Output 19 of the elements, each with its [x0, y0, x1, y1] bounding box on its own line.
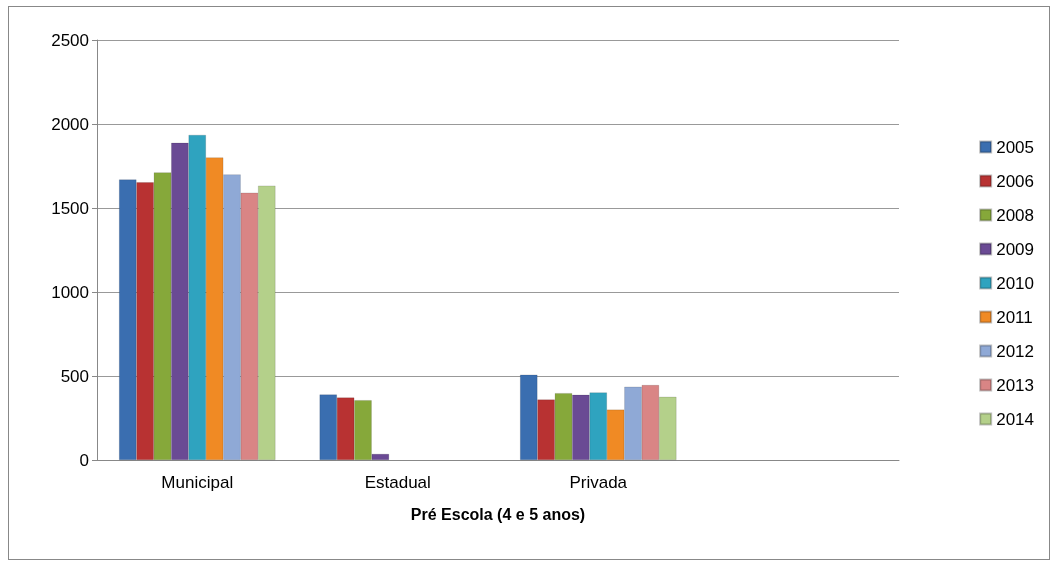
x-tick-label: Estadual	[364, 473, 431, 492]
legend-label: 2010	[996, 273, 1035, 293]
y-tick-label: 2500	[51, 30, 89, 50]
y-tick-label: 2000	[51, 114, 89, 134]
y-tick-label: 500	[60, 366, 89, 386]
legend-label: 2013	[996, 375, 1035, 395]
x-tick-label: Municipal	[161, 473, 234, 492]
legend-label: 2008	[996, 205, 1035, 225]
x-tick-label: Privada	[569, 473, 628, 492]
x-axis-title: Pré Escola (4 e 5 anos)	[410, 505, 586, 523]
y-tick-label: 1500	[51, 198, 89, 218]
legend-label: 2012	[996, 341, 1035, 361]
legend-label: 2009	[996, 239, 1035, 259]
legend-label: 2014	[996, 409, 1035, 429]
y-tick-label: 1000	[51, 282, 89, 302]
legend-label: 2006	[996, 171, 1035, 191]
y-tick-label: 0	[79, 450, 89, 470]
legend-label: 2011	[996, 307, 1033, 327]
legend-label: 2005	[996, 137, 1035, 157]
